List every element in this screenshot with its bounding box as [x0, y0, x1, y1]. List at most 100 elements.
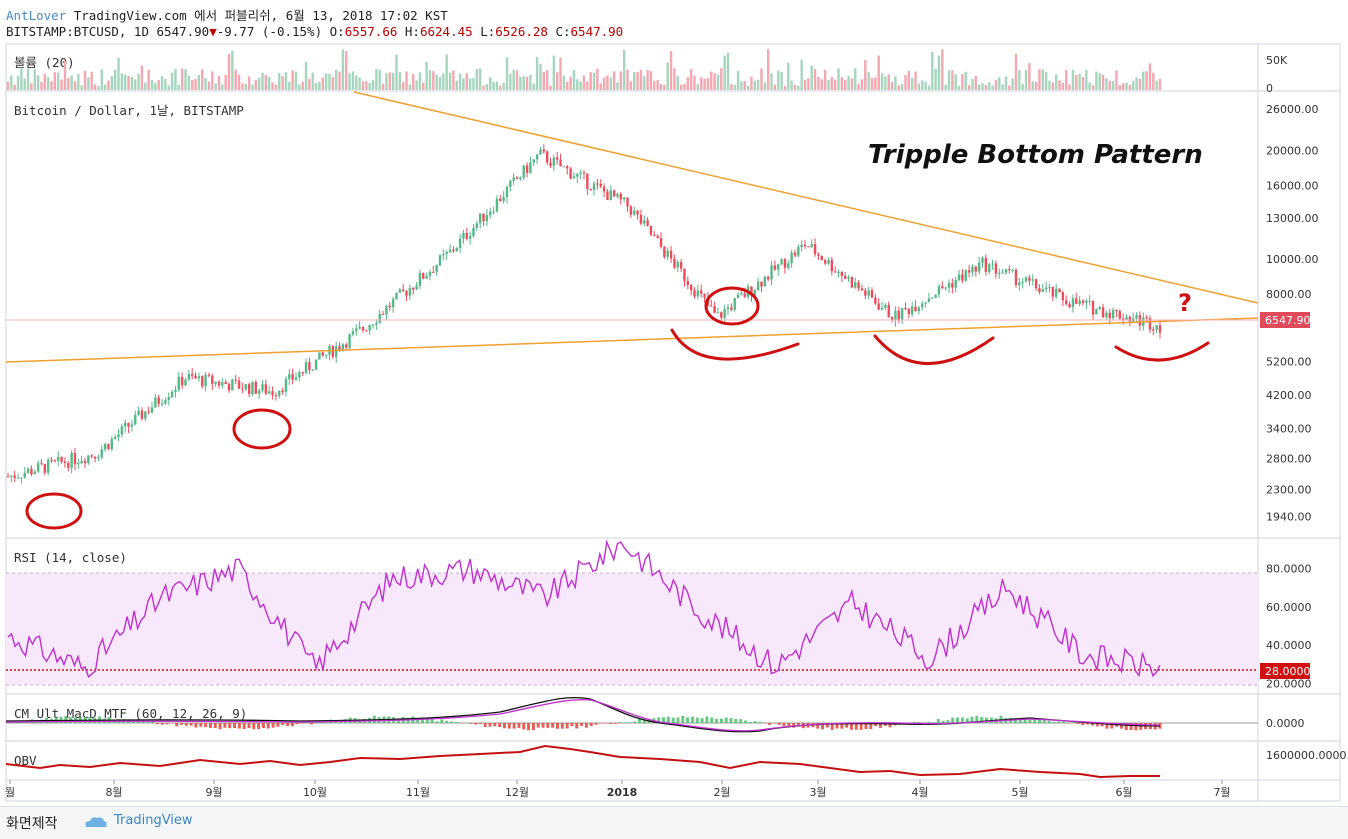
volume-bar: [653, 81, 656, 90]
ascending-trendline[interactable]: [5, 317, 1259, 363]
price-tick: 8000.00: [1266, 288, 1312, 301]
price-tick: 5200.00: [1266, 356, 1312, 369]
volume-bar: [358, 77, 361, 90]
candle-body: [489, 211, 492, 216]
macd-hist-bar: [165, 723, 169, 725]
candle-body: [803, 244, 807, 247]
volume-bar: [763, 82, 767, 90]
volume-bar: [854, 68, 857, 90]
macd-hist-bar: [584, 723, 588, 728]
volume-bar: [164, 78, 167, 90]
candle-body: [532, 159, 535, 163]
candle-body: [1054, 288, 1058, 297]
macd-hist-bar: [474, 723, 478, 725]
macd-hist-bar: [686, 717, 690, 723]
volume-bar: [345, 51, 348, 90]
volume-bar: [57, 72, 60, 90]
volume-bar: [113, 69, 117, 90]
volume-bar: [1115, 70, 1118, 90]
candle-body: [124, 423, 127, 427]
candle-body: [937, 286, 941, 295]
volume-bar: [1034, 81, 1038, 90]
volume-bar: [53, 72, 57, 90]
volume-bar: [46, 77, 50, 90]
macd-hist-bar: [633, 721, 637, 723]
volume-bar: [673, 68, 676, 90]
candle-body: [1111, 310, 1115, 319]
volume-bar: [566, 81, 569, 90]
volume-bar: [87, 77, 90, 90]
macd-hist-bar: [681, 715, 685, 723]
volume-bar: [10, 75, 13, 90]
volume-bar: [967, 85, 971, 90]
volume-bar: [977, 84, 981, 90]
price-tick: 13000.00: [1266, 212, 1319, 225]
candle-body: [63, 461, 67, 464]
volume-bar: [73, 81, 77, 90]
candle-body: [499, 198, 502, 201]
candle-body: [515, 177, 519, 179]
volume-bar: [224, 74, 227, 90]
volume-bar: [442, 73, 445, 90]
candle-body: [445, 251, 448, 254]
candle-body: [6, 476, 10, 478]
candle-body: [877, 303, 880, 310]
volume-bar: [1058, 80, 1061, 90]
candle-body: [348, 334, 351, 348]
candle-body: [1091, 301, 1095, 315]
candle-body: [247, 384, 251, 394]
candle-body: [452, 249, 455, 252]
volume-bar: [998, 77, 1001, 90]
volume-bar: [890, 81, 894, 90]
candle-body: [87, 455, 90, 464]
macd-hist-bar: [266, 723, 270, 729]
volume-bar: [937, 55, 941, 90]
x-tick-label: 9월: [205, 786, 222, 799]
x-tick-label: 10월: [303, 786, 327, 799]
macd-hist-bar: [483, 723, 487, 727]
volume-bar: [365, 81, 368, 90]
volume-bar: [793, 84, 797, 90]
candle-body: [274, 395, 278, 397]
macd-hist-bar: [599, 723, 603, 724]
volume-bar: [539, 64, 542, 90]
volume-bar: [529, 74, 532, 90]
volume-bar: [134, 79, 137, 90]
candle-body: [907, 308, 911, 315]
tradingview-brand[interactable]: TradingView: [114, 813, 193, 828]
candle-body: [1041, 289, 1044, 292]
descending-trendline[interactable]: [353, 91, 1259, 304]
volume-bar: [137, 73, 140, 90]
volume-bar: [586, 81, 589, 90]
macd-hist-bar: [295, 723, 299, 725]
macd-hist-bar: [1013, 718, 1017, 723]
macd-hist-bar: [710, 717, 714, 723]
candle-body: [57, 456, 60, 461]
candle-body: [823, 260, 827, 264]
candle-body: [418, 273, 422, 286]
volume-bar: [659, 84, 663, 90]
candle-body: [844, 275, 847, 279]
volume-bar: [1038, 69, 1041, 90]
macd-hist-bar: [878, 723, 882, 728]
macd-hist-bar: [151, 721, 155, 723]
obv-tick: 1600000.0000: [1266, 749, 1346, 762]
volume-bar: [599, 83, 602, 90]
candle-body: [462, 232, 465, 239]
macd-hist-bar: [1018, 719, 1022, 723]
volume-bar: [780, 71, 783, 90]
volume-bar: [844, 79, 847, 90]
volume-bar: [1051, 82, 1055, 90]
volume-bar: [311, 72, 314, 90]
candle-body: [887, 304, 890, 318]
volume-bar: [1075, 74, 1078, 90]
volume-bar: [787, 62, 790, 90]
macd-hist-bar: [859, 723, 863, 730]
volume-bar: [730, 84, 733, 90]
author-link[interactable]: AntLover: [6, 8, 67, 23]
volume-bar: [716, 74, 720, 90]
candle-body: [619, 193, 623, 200]
candle-body: [194, 375, 197, 379]
obv-line: [5, 744, 1160, 779]
